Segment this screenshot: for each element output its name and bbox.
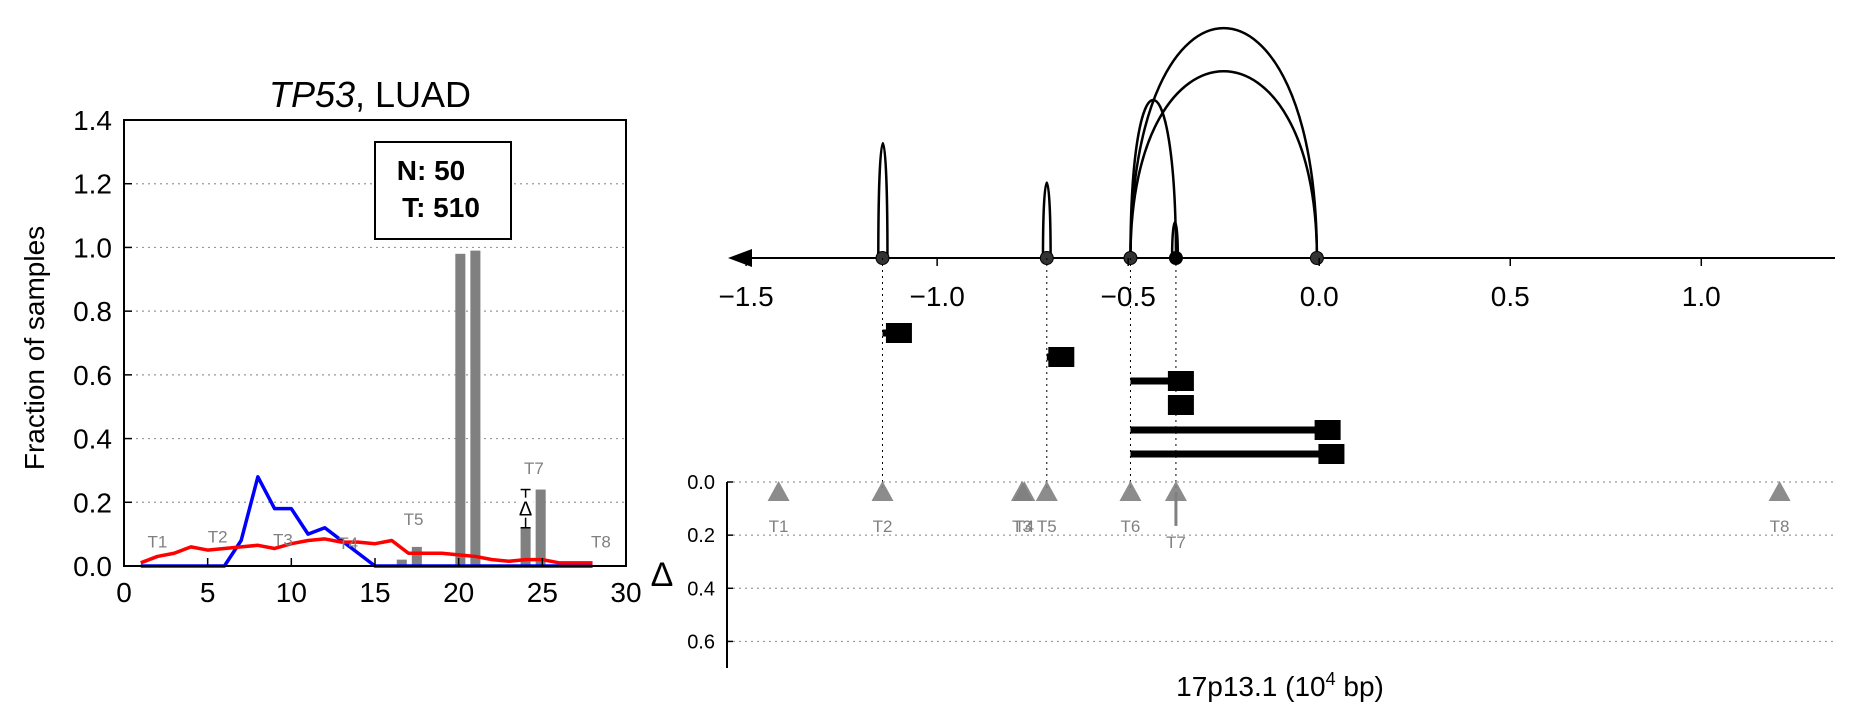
x-tick-label: 20 bbox=[443, 577, 474, 608]
bar bbox=[411, 546, 422, 566]
left-y-ticks: 0.0 0.2 0.4 0.6 0.8 1.0 1.2 1.4 bbox=[73, 105, 132, 582]
event-label: T3 bbox=[273, 531, 293, 550]
y-tick-label: 0.8 bbox=[73, 296, 112, 327]
delta-bg bbox=[517, 497, 534, 518]
left-chart: TP53, LUAD Fraction of samples T1 T2 T3 T4T… bbox=[19, 74, 642, 608]
triangle-marker-icon bbox=[1119, 481, 1142, 501]
junction-arc bbox=[1041, 181, 1052, 259]
y-tick-label: 0.6 bbox=[73, 360, 112, 391]
junction-arc bbox=[1129, 27, 1319, 259]
title-rest: , LUAD bbox=[355, 74, 471, 115]
marker-label: T5 bbox=[1037, 517, 1057, 536]
x-tick-label: −1.5 bbox=[718, 281, 773, 312]
xlabel-exponent: 4 bbox=[1326, 669, 1336, 689]
transcript-tracks bbox=[882, 323, 1345, 464]
triangle-marker-icon bbox=[1164, 481, 1187, 501]
legend-frame bbox=[374, 141, 512, 240]
marker-label: T2 bbox=[873, 517, 893, 536]
left-y-axis-label: Fraction of samples bbox=[19, 226, 50, 470]
series-line-T bbox=[140, 537, 593, 565]
marker-label: T6 bbox=[1121, 517, 1141, 536]
x-tick-label: 0.0 bbox=[1300, 281, 1339, 312]
delta-marker-label: Δ bbox=[519, 499, 532, 521]
marker-label: T4 bbox=[1014, 517, 1034, 536]
y-tick-label: 0.0 bbox=[73, 551, 112, 582]
right-chart: −1.5 −1.0 −0.5 0.0 0.5 1.0 0.00.20.40.6 Δ T1 T… bbox=[651, 27, 1835, 702]
marker-label: T7 bbox=[1166, 533, 1186, 552]
left-annotations: T1 T2 T3 T4 T5 T7 T8 Δ bbox=[148, 459, 611, 553]
event-label: T8 bbox=[591, 532, 611, 551]
xlabel-prefix: 17p13.1 (10 bbox=[1176, 671, 1325, 702]
genome-x-ticks: −1.5 −1.0 −0.5 0.0 0.5 1.0 bbox=[718, 258, 1721, 312]
junction-arc bbox=[1170, 221, 1180, 259]
bar bbox=[455, 253, 466, 567]
marker-label: T3 bbox=[1012, 517, 1032, 536]
x-tick-label: 30 bbox=[610, 577, 641, 608]
delta-tick-label: 0.2 bbox=[687, 525, 715, 547]
bar bbox=[396, 559, 407, 566]
junction-arc bbox=[877, 141, 889, 259]
left-bars bbox=[396, 250, 546, 567]
genome-x-axis-label: 17p13.1 (104 bp) bbox=[1176, 669, 1384, 702]
junction-arc bbox=[1129, 70, 1319, 259]
title-gene: TP53 bbox=[269, 74, 355, 115]
triangle-marker-icon bbox=[1035, 481, 1058, 501]
transcript-end-box bbox=[1167, 395, 1194, 415]
y-tick-label: 1.4 bbox=[73, 105, 112, 136]
strand-arrow-icon bbox=[728, 249, 752, 267]
legend-box: N: 50 T: 510 bbox=[374, 141, 512, 240]
triangle-marker-icon bbox=[1768, 481, 1791, 501]
triangle-marker-icon bbox=[1013, 481, 1036, 501]
delta-axis-label: Δ bbox=[651, 556, 674, 594]
delta-y-ticks: 0.0 0.2 0.4 0.6 bbox=[687, 472, 733, 653]
triangle-marker-icon bbox=[767, 481, 790, 501]
event-label: T7 bbox=[524, 459, 544, 478]
x-tick-label: 0.5 bbox=[1491, 281, 1530, 312]
x-tick-label: 5 bbox=[200, 577, 216, 608]
y-tick-label: 1.2 bbox=[73, 169, 112, 200]
event-label: T4 bbox=[338, 534, 358, 553]
transcript-end-box bbox=[885, 323, 912, 343]
delta-tick-label: 0.6 bbox=[687, 631, 715, 653]
junction-node bbox=[1309, 251, 1324, 265]
transcript-end-box bbox=[1314, 420, 1341, 440]
x-tick-label: −1.0 bbox=[909, 281, 964, 312]
event-label: T1 bbox=[148, 532, 168, 551]
marker-label: T8 bbox=[1770, 517, 1790, 536]
bar bbox=[535, 489, 546, 566]
delta-gridlines bbox=[727, 481, 1835, 643]
x-tick-label: 25 bbox=[527, 577, 558, 608]
transcript-end-box bbox=[1318, 444, 1345, 464]
y-tick-label: 0.2 bbox=[73, 487, 112, 518]
triangle-marker-icon bbox=[871, 481, 894, 501]
xlabel-suffix: bp) bbox=[1336, 671, 1384, 702]
marker-label: T1 bbox=[769, 517, 789, 536]
transcript-end-box bbox=[1167, 371, 1194, 391]
event-label: T5 bbox=[404, 510, 424, 529]
left-x-ticks: 0 5 10 15 20 25 30 bbox=[116, 558, 642, 608]
x-tick-label: 0 bbox=[116, 577, 132, 608]
left-chart-title: TP53, LUAD bbox=[269, 74, 471, 115]
y-tick-label: 1.0 bbox=[73, 232, 112, 263]
bar bbox=[520, 527, 531, 566]
delta-tick-label: 0.4 bbox=[687, 578, 715, 600]
delta-tick-label: 0.0 bbox=[687, 472, 715, 494]
x-tick-label: 15 bbox=[359, 577, 390, 608]
event-label: T2 bbox=[208, 527, 228, 546]
y-tick-label: 0.4 bbox=[73, 424, 112, 455]
transcript-end-box bbox=[1048, 347, 1075, 367]
legend-n-count: N: 50 bbox=[397, 155, 465, 186]
x-tick-label: 1.0 bbox=[1682, 281, 1721, 312]
junction-arcs bbox=[877, 27, 1319, 259]
x-tick-label: 10 bbox=[276, 577, 307, 608]
x-tick-label: −0.5 bbox=[1101, 281, 1156, 312]
legend-t-count: T: 510 bbox=[402, 192, 480, 223]
bar bbox=[470, 250, 481, 566]
